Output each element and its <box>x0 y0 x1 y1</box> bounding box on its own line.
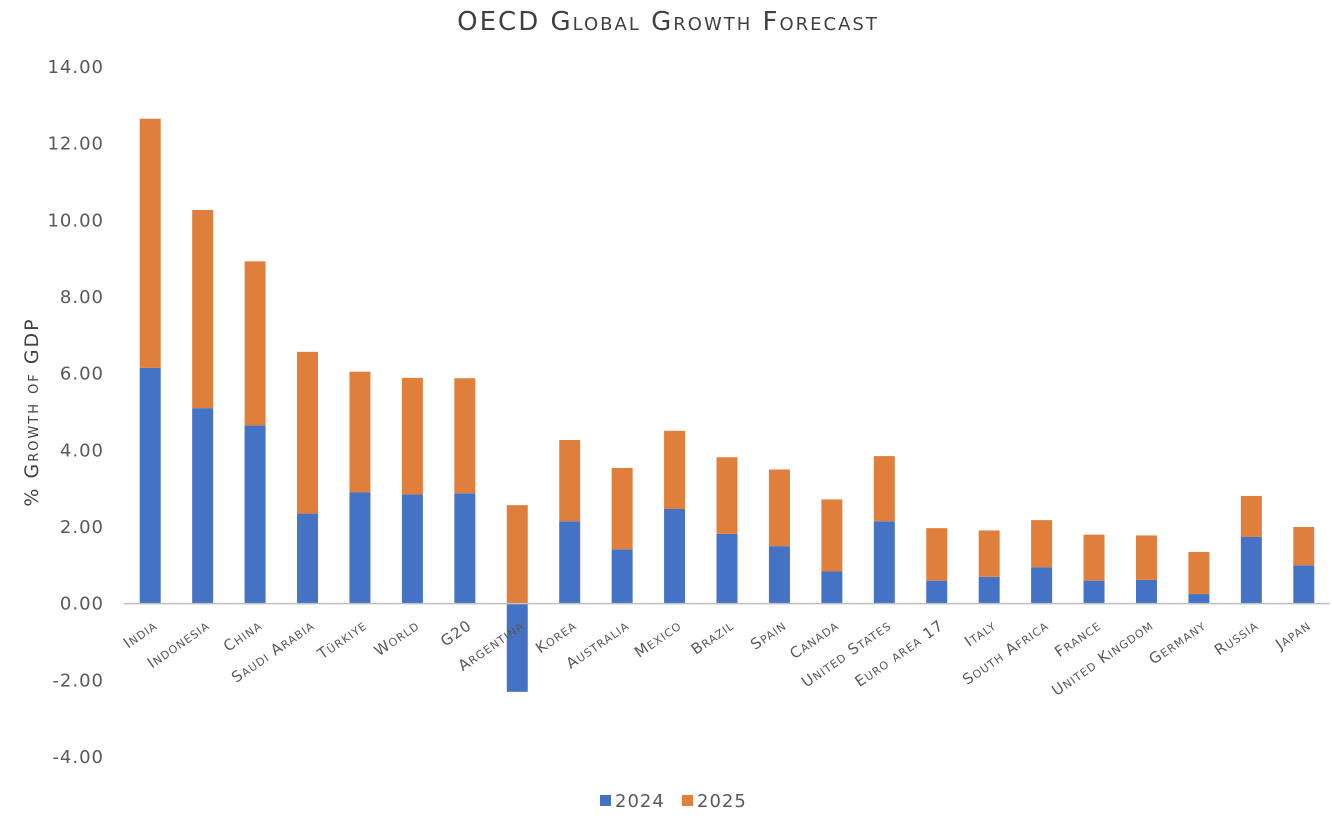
x-tick-label: Brazil <box>688 616 738 658</box>
bar-2025-argentina <box>506 505 528 604</box>
y-tick-label: 14.00 <box>47 57 104 78</box>
bar-2024-japan <box>1293 565 1315 604</box>
bar-2024-united-kingdom <box>1135 579 1157 604</box>
y-axis: -4.00 -2.00 0.00 2.00 4.00 6.00 8.00 10.00 12.00… <box>47 57 104 768</box>
bar-2024-türkiye <box>349 492 371 604</box>
bar-2025-india <box>139 118 161 368</box>
y-tick-label: 0.00 <box>60 594 104 615</box>
bar-2024-euro-area-17 <box>926 580 948 604</box>
bar-2024-world <box>401 494 423 604</box>
bar-2025-japan <box>1293 527 1315 566</box>
y-tick-label: -4.00 <box>52 747 104 768</box>
bar-2025-indonesia <box>192 209 214 409</box>
bar-2024-brazil <box>716 533 738 604</box>
y-tick-label: 4.00 <box>60 440 104 461</box>
bar-2025-world <box>401 377 423 495</box>
bar-2024-united-states <box>873 521 895 604</box>
x-tick-label: India <box>120 616 161 652</box>
bar-2025-south-africa <box>1031 520 1053 568</box>
x-tick-label: G20 <box>437 616 475 650</box>
bar-2025-euro-area-17 <box>926 528 948 581</box>
y-tick-label: 8.00 <box>60 287 104 308</box>
bar-2025-italy <box>978 530 1000 577</box>
bar-2025-china <box>244 261 266 426</box>
x-tick-label: Mexico <box>631 616 685 661</box>
legend: 2024 2025 <box>600 791 747 812</box>
bar-2024-south-africa <box>1031 567 1053 604</box>
legend-label: 2024 <box>615 791 665 812</box>
y-tick-label: 2.00 <box>60 517 104 538</box>
bar-2025-france <box>1083 534 1105 581</box>
y-axis-label: % Growth of GDP <box>21 317 43 506</box>
bar-2025-australia <box>611 467 633 550</box>
bar-2024-spain <box>768 546 790 604</box>
x-tick-label: Italy <box>961 616 999 650</box>
legend-label: 2025 <box>697 791 747 812</box>
x-tick-label: Spain <box>747 616 790 653</box>
y-tick-label: 12.00 <box>47 134 104 155</box>
legend-swatch-2025 <box>682 795 693 806</box>
x-tick-label: Euro area 17 <box>851 616 947 690</box>
bar-2025-canada <box>821 499 843 572</box>
bar-2024-china <box>244 425 266 604</box>
bar-2024-saudi-arabia <box>297 513 319 604</box>
bar-2025-saudi-arabia <box>297 351 319 514</box>
bar-2024-france <box>1083 580 1105 604</box>
x-tick-label: Germany <box>1145 616 1209 668</box>
bars <box>139 118 1315 692</box>
bar-2025-korea <box>559 439 581 522</box>
bar-2025-germany <box>1188 551 1210 595</box>
y-tick-label: 6.00 <box>60 364 104 385</box>
bar-2024-russia <box>1240 536 1262 604</box>
bar-2024-argentina <box>506 603 528 692</box>
y-tick-label: -2.00 <box>52 670 104 691</box>
bar-2024-korea <box>559 521 581 604</box>
bar-2024-g20 <box>454 493 476 604</box>
bar-2025-russia <box>1240 495 1262 537</box>
bar-2024-indonesia <box>192 408 214 604</box>
bar-2025-brazil <box>716 457 738 534</box>
bar-2024-italy <box>978 576 1000 604</box>
x-tick-label: World <box>371 616 423 660</box>
x-tick-label: United States <box>798 616 894 691</box>
x-tick-label: Russia <box>1211 616 1262 659</box>
x-tick-label: Türkiye <box>313 616 370 663</box>
bar-2025-mexico <box>664 430 686 509</box>
bar-2024-canada <box>821 571 843 604</box>
bar-2025-spain <box>768 469 790 547</box>
x-tick-label: Japan <box>1271 616 1314 653</box>
y-tick-label: 10.00 <box>47 210 104 231</box>
bar-2024-germany <box>1188 594 1210 604</box>
bar-2024-india <box>139 367 161 604</box>
bar-2025-united-states <box>873 456 895 522</box>
bar-2025-g20 <box>454 378 476 494</box>
bar-2024-mexico <box>664 508 686 604</box>
legend-swatch-2024 <box>600 795 611 806</box>
chart-title: OECD Global Growth Forecast <box>457 7 879 37</box>
bar-2024-australia <box>611 549 633 604</box>
bar-2025-united-kingdom <box>1135 535 1157 580</box>
bar-2025-türkiye <box>349 371 371 493</box>
